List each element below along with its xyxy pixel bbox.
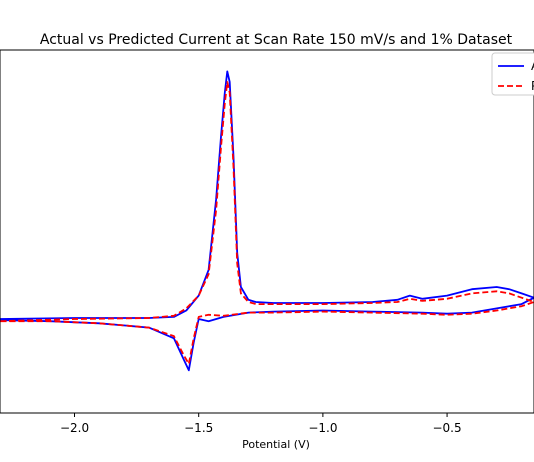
legend-box — [491, 52, 534, 96]
plot-lines — [0, 70, 534, 372]
series-line-predicted — [0, 81, 534, 365]
legend: A P — [491, 52, 534, 96]
series-line-actual — [0, 70, 534, 372]
x-tick-label: −1.0 — [308, 421, 337, 435]
x-axis-ticks: −2.0 −1.5 −1.0 −0.5 — [60, 413, 462, 435]
x-tick-label: −1.5 — [184, 421, 213, 435]
plot-frame — [0, 49, 534, 414]
x-tick-label: −0.5 — [432, 421, 461, 435]
legend-label-actual: A — [531, 59, 534, 73]
x-tick-label: −2.0 — [60, 421, 89, 435]
legend-label-predicted: P — [531, 79, 534, 93]
chart-title: Actual vs Predicted Current at Scan Rate… — [40, 32, 513, 48]
x-axis-label: Potential (V) — [242, 438, 310, 451]
